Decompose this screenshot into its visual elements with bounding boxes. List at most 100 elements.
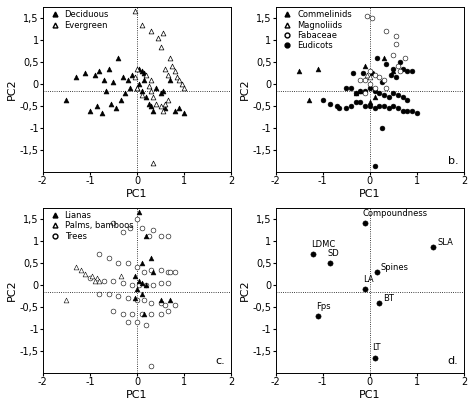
Point	[96, 277, 103, 284]
Point	[119, 229, 127, 235]
Point	[352, 98, 359, 105]
Point	[72, 74, 80, 81]
Point	[96, 251, 103, 257]
Point	[157, 311, 164, 317]
Point	[375, 74, 383, 81]
Point	[166, 55, 174, 61]
Point	[128, 72, 136, 79]
Point	[105, 66, 112, 72]
Point	[157, 297, 164, 304]
Point	[378, 79, 385, 85]
Point	[124, 77, 131, 83]
Text: Compoundness: Compoundness	[363, 209, 428, 218]
Text: d.: d.	[447, 357, 458, 366]
Point	[394, 105, 402, 112]
Point	[399, 94, 407, 101]
Point	[394, 63, 402, 70]
Point	[180, 85, 188, 92]
Point	[145, 83, 153, 90]
Point	[178, 81, 185, 88]
Point	[383, 28, 390, 35]
Point	[383, 85, 390, 92]
Point	[157, 90, 164, 96]
Point	[147, 88, 155, 94]
Point	[390, 103, 397, 109]
Text: SLA: SLA	[437, 239, 453, 247]
Point	[131, 8, 138, 15]
Point	[361, 220, 369, 226]
Point	[361, 88, 369, 94]
Point	[124, 295, 131, 302]
Point	[347, 85, 355, 92]
Point	[371, 354, 378, 361]
X-axis label: PC1: PC1	[126, 390, 148, 400]
Point	[150, 269, 157, 275]
Point	[138, 88, 146, 94]
Point	[128, 311, 136, 317]
Point	[162, 105, 169, 112]
Point	[63, 96, 70, 103]
Point	[390, 52, 397, 59]
Point	[380, 55, 388, 61]
Point	[131, 295, 138, 302]
Point	[91, 72, 99, 79]
Point	[394, 92, 402, 98]
Point	[180, 109, 188, 116]
Point	[336, 105, 343, 112]
Point	[133, 286, 141, 293]
Point	[119, 280, 127, 286]
Point	[93, 275, 101, 282]
Legend: Deciduous, Evergreen: Deciduous, Evergreen	[45, 9, 110, 31]
Point	[392, 74, 400, 81]
Point	[133, 66, 141, 72]
Point	[404, 107, 411, 114]
Point	[107, 101, 115, 107]
Point	[109, 277, 117, 284]
Point	[82, 271, 89, 277]
Point	[133, 85, 141, 92]
Point	[109, 220, 117, 226]
Point	[138, 68, 146, 74]
Point	[109, 308, 117, 315]
Y-axis label: PC2: PC2	[7, 79, 17, 101]
Point	[375, 103, 383, 109]
Point	[131, 273, 138, 279]
Point	[385, 94, 392, 101]
Point	[392, 32, 400, 39]
Point	[117, 96, 124, 103]
Point	[121, 90, 129, 96]
Legend: Lianas, Palms, bamboos, Trees: Lianas, Palms, bamboos, Trees	[45, 210, 135, 242]
Point	[114, 293, 122, 299]
Point	[319, 96, 327, 103]
Point	[399, 66, 407, 72]
Text: SD: SD	[328, 249, 339, 258]
Point	[305, 96, 312, 103]
Point	[371, 162, 378, 169]
Point	[152, 85, 160, 92]
Point	[143, 72, 150, 79]
Point	[173, 74, 181, 81]
Point	[133, 85, 141, 92]
Point	[397, 68, 404, 74]
Point	[91, 277, 99, 284]
Y-axis label: PC2: PC2	[240, 280, 250, 301]
Point	[105, 291, 112, 297]
Point	[361, 77, 369, 83]
Point	[375, 299, 383, 306]
Point	[375, 90, 383, 96]
Text: LA: LA	[363, 275, 374, 284]
Text: LT: LT	[372, 344, 381, 352]
Point	[119, 74, 127, 81]
Point	[162, 302, 169, 308]
Point	[295, 68, 303, 74]
Point	[124, 260, 131, 266]
Point	[378, 125, 385, 131]
Point	[326, 260, 334, 266]
Legend: Commelinids, Magnoliids, Fabaceae, Eudicots: Commelinids, Magnoliids, Fabaceae, Eudic…	[277, 9, 354, 52]
Point	[138, 260, 146, 266]
Point	[371, 88, 378, 94]
Point	[371, 72, 378, 79]
Point	[157, 103, 164, 109]
Point	[314, 66, 322, 72]
Point	[147, 255, 155, 262]
